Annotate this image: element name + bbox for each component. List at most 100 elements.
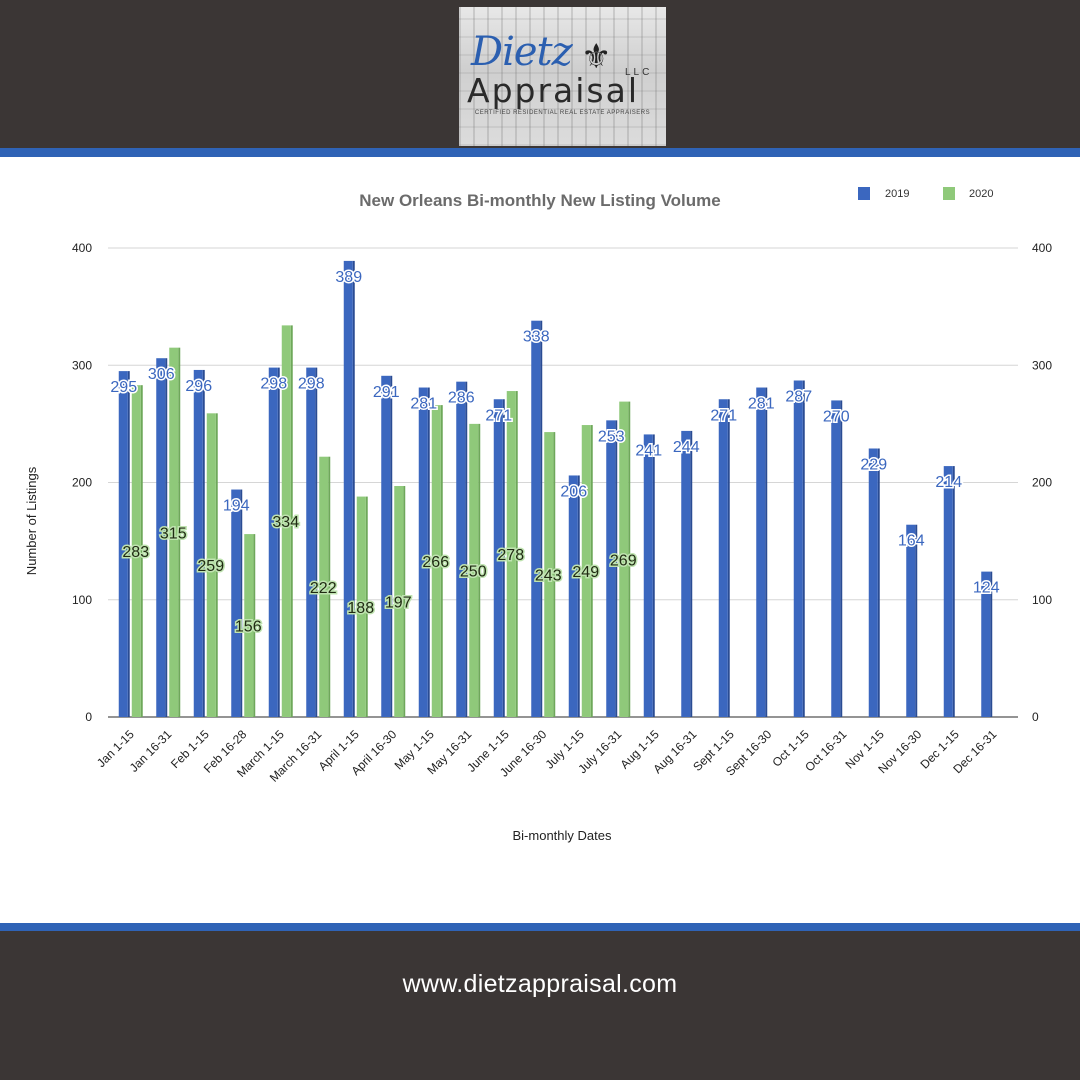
data-label-2020: 278 — [497, 547, 524, 564]
data-label-2019: 270 — [823, 408, 850, 425]
y-tick-label-right: 400 — [1032, 241, 1052, 255]
y-tick-label-left: 200 — [72, 476, 92, 490]
footer-website-url: www.dietzappraisal.com — [402, 970, 678, 998]
logo-script-text: Dietz — [471, 29, 573, 75]
bar-2019 — [606, 420, 616, 717]
bar-shade — [352, 260, 355, 717]
data-label-2020: 222 — [310, 580, 337, 597]
logo-building-background — [459, 7, 666, 146]
y-tick-label-left: 400 — [72, 241, 92, 255]
bottom-accent-stripe — [0, 923, 1080, 931]
data-label-2019: 271 — [485, 407, 512, 424]
data-label-2020: 283 — [122, 544, 149, 561]
bar-shade — [840, 400, 843, 717]
bar-2020 — [356, 496, 366, 717]
bar-shade — [553, 432, 556, 717]
logo-wordmark: Appraisal — [467, 71, 640, 110]
data-label-2019: 244 — [673, 439, 700, 456]
data-label-2019: 281 — [748, 396, 775, 413]
y-tick-label-right: 300 — [1032, 358, 1052, 372]
x-tick-label: Oct 16-31 — [802, 727, 849, 774]
bar-2019 — [343, 260, 353, 717]
bar-2019 — [531, 320, 541, 717]
y-axis-right-ticks: 0 100 200 300 400 — [1032, 241, 1052, 724]
bar-2019 — [306, 367, 316, 717]
bar-shade — [502, 399, 505, 717]
data-label-2019: 389 — [335, 269, 362, 286]
bar-shade — [140, 385, 143, 717]
data-label-2020: 269 — [610, 552, 637, 569]
bar-shade — [628, 401, 631, 717]
bar-shade — [990, 571, 993, 717]
data-label-2020: 188 — [347, 600, 374, 617]
bar-shade — [727, 399, 730, 717]
bar-2020 — [581, 425, 591, 717]
bar-shade — [202, 369, 205, 717]
top-accent-stripe — [0, 148, 1080, 157]
legend-label-2020: 2020 — [969, 188, 993, 200]
bar-shade — [765, 387, 768, 717]
bar-shade — [427, 387, 430, 717]
data-label-2019: 124 — [973, 580, 1000, 597]
bar-2019 — [493, 399, 503, 717]
data-label-2019: 241 — [635, 442, 662, 459]
legend-swatch-2020 — [943, 187, 955, 200]
bar-shade — [290, 325, 293, 717]
bar-2020 — [206, 413, 216, 717]
bar-shade — [515, 391, 518, 717]
bar-chart: New Orleans Bi-monthly New Listing Volum… — [24, 187, 1052, 843]
bar-2020 — [431, 405, 441, 717]
bar-2019 — [756, 387, 766, 717]
data-label-2020: 266 — [422, 554, 449, 571]
bar-shade — [478, 423, 481, 717]
bar-shade — [315, 367, 318, 717]
y-axis-label: Number of Listings — [24, 466, 39, 575]
bar-2019 — [456, 381, 466, 717]
logo-tagline: CERTIFIED RESIDENTIAL REAL ESTATE APPRAI… — [474, 110, 651, 116]
data-label-2019: 295 — [110, 379, 137, 396]
bar-shade — [240, 489, 243, 717]
bar-2020 — [169, 347, 179, 717]
bar-shade — [440, 405, 443, 717]
data-label-2019: 271 — [710, 407, 737, 424]
data-label-2019: 286 — [448, 390, 475, 407]
bar-shade — [215, 413, 218, 717]
bar-shade — [577, 475, 580, 717]
bar-2019 — [418, 387, 428, 717]
data-label-2020: 334 — [272, 514, 299, 531]
data-label-2020: 197 — [385, 595, 412, 612]
bar-2019 — [981, 571, 991, 717]
y-tick-label-right: 0 — [1032, 710, 1039, 724]
data-label-2020: 315 — [160, 525, 187, 542]
data-label-2019: 291 — [373, 384, 400, 401]
bar-shade — [178, 347, 181, 717]
bar-2019 — [643, 434, 653, 717]
data-label-2019: 164 — [898, 533, 925, 550]
bar-shade — [465, 381, 468, 717]
legend-swatch-2019 — [858, 187, 870, 200]
data-label-2019: 253 — [598, 428, 625, 445]
bar-2019 — [118, 371, 128, 717]
bar-2020 — [619, 401, 629, 717]
bar-2019 — [681, 430, 691, 717]
data-label-2020: 156 — [235, 619, 262, 636]
company-logo: Dietz ⚜ LLC Appraisal CERTIFIED RESIDENT… — [459, 7, 666, 146]
bar-shade — [652, 434, 655, 717]
bar-shade — [590, 425, 593, 717]
bar-shade — [915, 524, 918, 717]
bar-2020 — [469, 423, 479, 717]
chart-title: New Orleans Bi-monthly New Listing Volum… — [359, 191, 720, 210]
bar-2020 — [131, 385, 141, 717]
bar-2019 — [193, 369, 203, 717]
bar-2020 — [244, 534, 254, 717]
chart-bars — [118, 260, 993, 717]
bar-shade — [615, 420, 618, 717]
bar-2020 — [506, 391, 516, 717]
bar-shade — [802, 380, 805, 717]
bar-shade — [877, 448, 880, 717]
bar-2019 — [831, 400, 841, 717]
bar-2019 — [268, 367, 278, 717]
data-label-2019: 214 — [935, 474, 962, 491]
bar-2020 — [544, 432, 554, 717]
